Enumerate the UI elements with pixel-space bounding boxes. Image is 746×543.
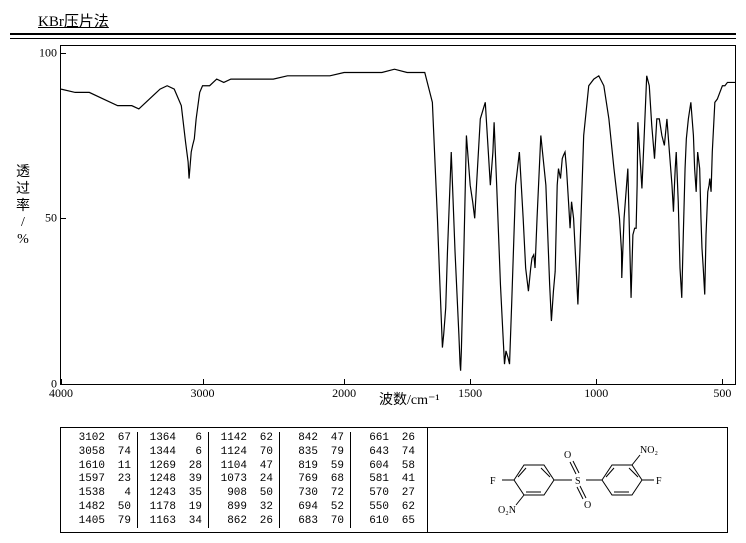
x-tick-label: 4000 [49,384,73,401]
peak-row: 84247 [286,432,344,446]
molecule-structure: F F S O O O₂N NO₂ [478,441,678,519]
peak-row: 83579 [286,446,344,460]
peak-column: 1364613446126928124839124335117819116334 [138,432,209,528]
y-axis-label: 透 过 率 / % [16,165,30,249]
mol-label-f-left: F [490,476,496,487]
mol-label-no2-bl: O₂N [498,505,516,516]
peak-row: 110447 [215,460,273,474]
peak-row: 124335 [144,487,202,501]
peak-column: 114262112470110447107324908508993286226 [209,432,280,528]
mol-label-s: S [575,476,581,487]
peak-row: 140579 [73,515,131,529]
mol-label-no2-tr: NO₂ [640,445,658,456]
x-tick-label: 3000 [191,384,215,401]
peak-row: 107324 [215,473,273,487]
peak-row: 86226 [215,515,273,529]
peak-row: 90850 [215,487,273,501]
x-tick-label: 500 [713,384,731,401]
peak-row: 305874 [73,446,131,460]
method-title: KBr压片法 [10,10,736,33]
bottom-panel: 3102673058741610111597231538414825014057… [60,427,728,533]
y-tick-label: 100 [39,45,61,60]
peak-row: 55062 [357,501,415,515]
mol-label-f-right: F [656,476,662,487]
peak-row: 161011 [73,460,131,474]
peak-row: 64374 [357,446,415,460]
peak-row: 57027 [357,487,415,501]
peak-row: 73072 [286,487,344,501]
peak-row: 310267 [73,432,131,446]
peak-row: 69452 [286,501,344,515]
peak-column: 66126643746045858141570275506261065 [351,432,421,528]
x-tick-label: 2000 [332,384,356,401]
x-axis-label: 波数/cm⁻¹ [379,387,440,409]
peak-row: 13646 [144,432,202,446]
peak-row: 124839 [144,473,202,487]
peak-row: 60458 [357,460,415,474]
molecule-box: F F S O O O₂N NO₂ [428,427,728,533]
spectrum-line [61,46,735,384]
peak-row: 159723 [73,473,131,487]
peak-row: 148250 [73,501,131,515]
peak-row: 58141 [357,473,415,487]
plot-area: 05010040003000200015001000500 [60,45,736,385]
peak-row: 81959 [286,460,344,474]
peak-row: 76968 [286,473,344,487]
peak-row: 15384 [73,487,131,501]
mol-label-o1: O [564,450,571,461]
peak-row: 116334 [144,515,202,529]
peak-row: 114262 [215,432,273,446]
peak-row: 117819 [144,501,202,515]
mol-label-o2: O [584,500,591,511]
ir-spectrum-chart: 透 过 率 / % 05010040003000200015001000500 … [10,45,736,405]
peak-row: 13446 [144,446,202,460]
peak-row: 61065 [357,515,415,529]
y-tick-label: 50 [45,211,61,226]
peak-row: 126928 [144,460,202,474]
header-rule [10,33,736,39]
peak-row: 66126 [357,432,415,446]
peak-row: 89932 [215,501,273,515]
x-tick-label: 1000 [584,384,608,401]
peak-column: 3102673058741610111597231538414825014057… [67,432,138,528]
peak-row: 112470 [215,446,273,460]
x-tick-label: 1500 [458,384,482,401]
peak-row: 68370 [286,515,344,529]
peak-column: 84247835798195976968730726945268370 [280,432,351,528]
peak-table: 3102673058741610111597231538414825014057… [60,427,428,533]
